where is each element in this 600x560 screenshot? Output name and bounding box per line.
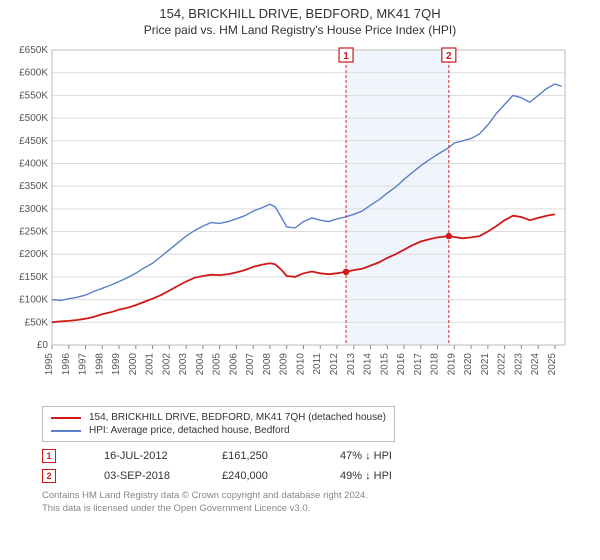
footer: Contains HM Land Registry data © Crown c… (42, 490, 600, 516)
svg-text:£450K: £450K (19, 136, 48, 147)
svg-text:2024: 2024 (530, 353, 541, 376)
event-pct: 47% ↓ HPI (340, 450, 430, 462)
svg-text:1996: 1996 (61, 353, 72, 376)
svg-text:1998: 1998 (94, 353, 105, 376)
svg-text:2020: 2020 (463, 353, 474, 376)
event-price: £240,000 (222, 470, 312, 482)
svg-text:£0: £0 (37, 340, 49, 351)
events-list: 1 16-JUL-2012 £161,250 47% ↓ HPI 2 03-SEP-201… (0, 446, 600, 486)
svg-text:2: 2 (446, 51, 452, 62)
legend-swatch (51, 430, 81, 432)
svg-text:2009: 2009 (279, 353, 290, 376)
svg-text:2013: 2013 (346, 353, 357, 376)
event-marker-icon: 2 (42, 469, 56, 483)
svg-text:2025: 2025 (547, 353, 558, 376)
svg-text:£300K: £300K (19, 204, 48, 215)
titles: 154, BRICKHILL DRIVE, BEDFORD, MK41 7QH … (0, 0, 600, 37)
footer-line2: This data is licensed under the Open Gov… (42, 503, 600, 516)
chart-svg: £0 £50K £100K £150K £200K £250K £300K £350K £400… (10, 45, 570, 400)
svg-text:£500K: £500K (19, 113, 48, 124)
svg-text:£550K: £550K (19, 90, 48, 101)
legend-label: 154, BRICKHILL DRIVE, BEDFORD, MK41 7QH … (89, 412, 386, 423)
svg-text:£650K: £650K (19, 45, 48, 56)
chart-area: £0 £50K £100K £150K £200K £250K £300K £350K £400… (10, 45, 570, 400)
legend-row: 154, BRICKHILL DRIVE, BEDFORD, MK41 7QH … (51, 411, 386, 424)
svg-text:£250K: £250K (19, 227, 48, 238)
event-date: 16-JUL-2012 (104, 450, 194, 462)
svg-text:2022: 2022 (497, 353, 508, 376)
svg-text:1995: 1995 (44, 353, 55, 376)
address-title: 154, BRICKHILL DRIVE, BEDFORD, MK41 7QH (0, 6, 600, 21)
chart-container: 154, BRICKHILL DRIVE, BEDFORD, MK41 7QH … (0, 0, 600, 516)
svg-text:£400K: £400K (19, 158, 48, 169)
svg-text:£200K: £200K (19, 249, 48, 260)
svg-text:2021: 2021 (480, 353, 491, 376)
svg-text:£150K: £150K (19, 272, 48, 283)
event-pct: 49% ↓ HPI (340, 470, 430, 482)
svg-text:2011: 2011 (312, 353, 323, 375)
svg-text:2000: 2000 (128, 353, 139, 376)
svg-text:2023: 2023 (513, 353, 524, 376)
svg-text:1997: 1997 (78, 353, 89, 376)
svg-text:£100K: £100K (19, 295, 48, 306)
svg-text:2014: 2014 (363, 353, 374, 376)
svg-text:2008: 2008 (262, 353, 273, 376)
svg-text:2012: 2012 (329, 353, 340, 376)
legend-swatch (51, 417, 81, 419)
svg-text:2018: 2018 (430, 353, 441, 376)
svg-text:2004: 2004 (195, 353, 206, 376)
event-date: 03-SEP-2018 (104, 470, 194, 482)
svg-text:2007: 2007 (245, 353, 256, 376)
legend-label: HPI: Average price, detached house, Bedf… (89, 425, 290, 436)
footer-line1: Contains HM Land Registry data © Crown c… (42, 490, 600, 503)
event-price: £161,250 (222, 450, 312, 462)
svg-text:2019: 2019 (446, 353, 457, 376)
svg-text:2016: 2016 (396, 353, 407, 376)
svg-text:2005: 2005 (212, 353, 223, 376)
svg-text:£350K: £350K (19, 181, 48, 192)
svg-text:2002: 2002 (161, 353, 172, 376)
svg-text:£600K: £600K (19, 68, 48, 79)
svg-text:2003: 2003 (178, 353, 189, 376)
subtitle: Price paid vs. HM Land Registry's House … (0, 23, 600, 37)
event-marker-icon: 1 (42, 449, 56, 463)
legend: 154, BRICKHILL DRIVE, BEDFORD, MK41 7QH … (42, 406, 395, 442)
svg-text:2010: 2010 (295, 353, 306, 376)
svg-text:2006: 2006 (228, 353, 239, 376)
svg-text:2001: 2001 (145, 353, 156, 376)
svg-text:1: 1 (343, 51, 349, 62)
svg-text:1999: 1999 (111, 353, 122, 376)
event-row: 2 03-SEP-2018 £240,000 49% ↓ HPI (42, 466, 600, 486)
svg-text:2015: 2015 (379, 353, 390, 376)
event-row: 1 16-JUL-2012 £161,250 47% ↓ HPI (42, 446, 600, 466)
legend-row: HPI: Average price, detached house, Bedf… (51, 424, 386, 437)
svg-text:£50K: £50K (25, 317, 49, 328)
svg-text:2017: 2017 (413, 353, 424, 376)
